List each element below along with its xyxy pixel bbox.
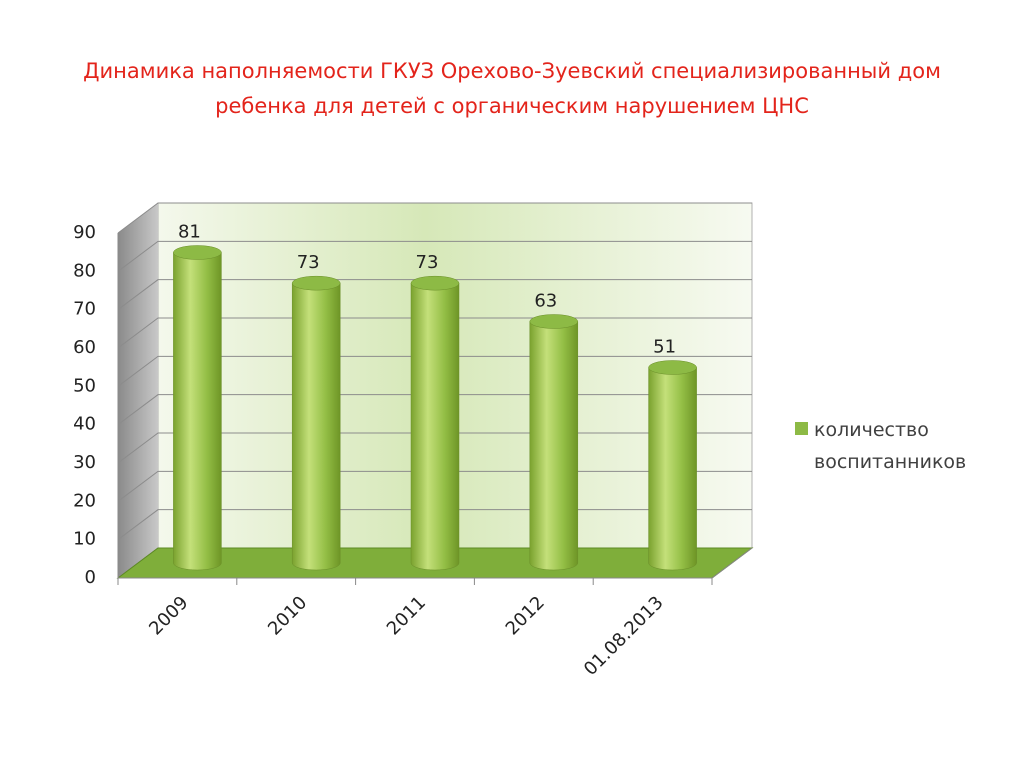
x-tick-label: 01.08.2013 (580, 592, 668, 680)
x-tick-label: 2009 (145, 592, 192, 639)
x-tick-label: 2012 (502, 592, 549, 639)
bar (648, 367, 697, 571)
grid-line (117, 279, 752, 311)
legend-label: количество воспитанников (814, 419, 967, 473)
y-tick-label: 0 (85, 567, 96, 588)
bar-top (173, 245, 222, 260)
y-tick-label: 70 (73, 299, 96, 320)
data-label: 51 (653, 337, 676, 358)
data-label: 63 (534, 291, 557, 312)
y-tick-label: 10 (73, 529, 96, 550)
bar (529, 321, 579, 571)
legend-swatch (795, 422, 808, 435)
bar-top (291, 275, 341, 291)
data-label: 73 (297, 252, 320, 273)
data-label: 73 (416, 252, 439, 273)
bar-top (648, 360, 697, 375)
bar (173, 252, 222, 571)
floor-edge (711, 547, 753, 579)
y-tick-label: 90 (73, 222, 96, 243)
data-label: 81 (178, 222, 201, 243)
y-tick-label: 50 (73, 375, 96, 396)
x-tick-label: 2011 (383, 592, 430, 639)
bar (410, 282, 460, 571)
bar-top (410, 275, 460, 291)
bar (291, 282, 341, 571)
chart-title: Динамика наполняемости ГКУЗ Орехово-Зуев… (83, 59, 941, 118)
y-tick-label: 80 (73, 260, 96, 281)
bar-top (529, 314, 579, 329)
y-tick-label: 30 (73, 452, 96, 473)
grid-line (117, 240, 752, 272)
y-tick-label: 40 (73, 414, 96, 435)
grid-line (117, 202, 752, 234)
side-wall (118, 203, 158, 578)
y-tick-label: 60 (73, 337, 96, 358)
y-tick-label: 20 (73, 490, 96, 511)
x-tick-label: 2010 (264, 592, 311, 639)
